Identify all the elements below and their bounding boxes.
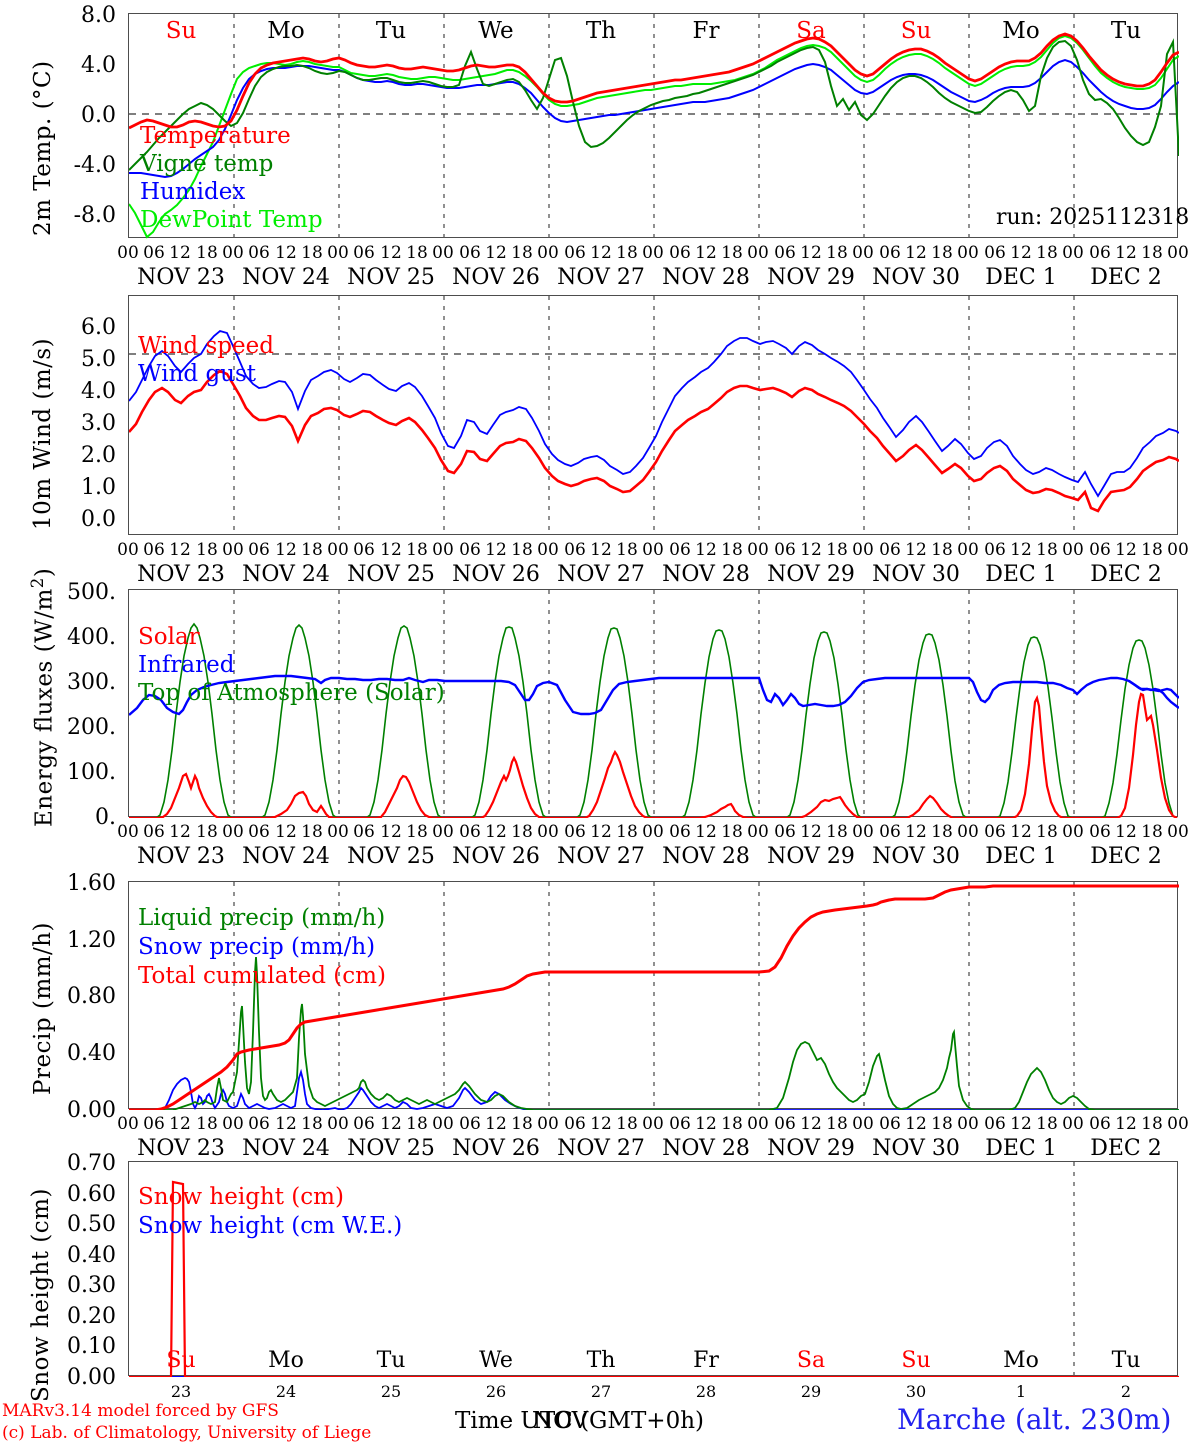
plot-area-wind bbox=[128, 295, 1179, 536]
legend-top-of-atmosphere: Top of Atmosphere (Solar) bbox=[138, 680, 445, 706]
panel-wind: 10m Wind (m/s) 6.0 5.0 4.0 3.0 2.0 1.0 0… bbox=[0, 290, 1194, 587]
legend-wind-gust: Wind gust bbox=[138, 361, 257, 387]
legend-humidex: Humidex bbox=[140, 179, 246, 205]
plot-area-snow-height bbox=[128, 1161, 1179, 1377]
footer-lab-line: (c) Lab. of Climatology, University of L… bbox=[2, 1423, 372, 1443]
dow-label-7: Su bbox=[900, 18, 932, 44]
legend-snow-height: Snow height (cm) bbox=[138, 1184, 344, 1210]
dow-label-1: Mo bbox=[267, 18, 305, 44]
panel-temperature: 2m Temp. (°C) 8.0 4.0 0.0 -4.0 -8.0 bbox=[30, 3, 1190, 290]
axis-label-temperature: 2m Temp. (°C) bbox=[30, 60, 56, 236]
dow-label-2: Tu bbox=[375, 18, 407, 44]
legend-wind-speed: Wind speed bbox=[138, 333, 274, 359]
plot-area-energy-fluxes bbox=[128, 589, 1179, 818]
dow-label-9: Tu bbox=[1110, 18, 1142, 44]
footer-time-axis-label: Time UTC (GMT+0h) bbox=[455, 1408, 704, 1434]
axis-label-snow-height: Snow height (cm) bbox=[28, 1188, 54, 1402]
dow-label-4: Th bbox=[585, 18, 617, 44]
snow-height-series-svg bbox=[129, 1162, 1179, 1377]
precip-series-svg bbox=[129, 882, 1179, 1110]
panel-energy-fluxes: Energy fluxes (W/m2) 500. 400. 300. 200.… bbox=[28, 567, 1189, 869]
legend-snow-height-we: Snow height (cm W.E.) bbox=[138, 1213, 403, 1239]
legend-total-cumulated: Total cumulated (cm) bbox=[138, 963, 386, 989]
footer-time-axis-text: Time UTC (GMT+0h) bbox=[455, 1408, 704, 1434]
plot-area-temperature bbox=[128, 13, 1179, 239]
legend-infrared: Infrared bbox=[138, 652, 235, 678]
panel-snow-height: Snow height (cm) 0.70 0.60 0.50 0.40 0.3… bbox=[0, 1140, 1194, 1443]
legend-dewpoint-temp: DewPoint Temp bbox=[140, 207, 323, 233]
axis-label-wind: 10m Wind (m/s) bbox=[30, 337, 56, 530]
legend-snow-precip: Snow precip (mm/h) bbox=[138, 934, 376, 960]
footer-model-line: MARv3.14 model forced by GFS bbox=[2, 1401, 279, 1421]
dow-label-6: Sa bbox=[796, 18, 826, 44]
wind-series-svg bbox=[129, 296, 1179, 536]
axis-label-energy-fluxes: Energy fluxes (W/m2) bbox=[28, 567, 58, 827]
legend-liquid-precip: Liquid precip (mm/h) bbox=[138, 905, 386, 931]
footer-model-credit: MARv3.14 model forced by GFS (c) Lab. of… bbox=[2, 1400, 371, 1444]
temperature-series-svg bbox=[129, 14, 1179, 239]
axis-label-precip: Precip (mm/h) bbox=[30, 922, 56, 1095]
footer-time-axis-overlap: NOV bbox=[533, 1408, 589, 1434]
panel-precip: Precip (mm/h) 1.60 1.20 0.80 0.40 0.00 bbox=[30, 871, 1189, 1161]
run-label: run: 2025112318 bbox=[996, 205, 1190, 230]
dow-label-5: Fr bbox=[692, 18, 720, 44]
plot-area-precip bbox=[128, 881, 1179, 1110]
legend-solar: Solar bbox=[138, 624, 200, 650]
legend-vigne-temp: Vigne temp bbox=[140, 151, 274, 177]
dow-label-3: We bbox=[478, 18, 514, 44]
station-label: Marche (alt. 230m) bbox=[897, 1403, 1172, 1436]
energy-fluxes-series-svg bbox=[129, 590, 1179, 818]
dow-label-8: Mo bbox=[1002, 18, 1040, 44]
dow-label-0: Su bbox=[165, 18, 197, 44]
legend-temperature: Temperature bbox=[140, 123, 291, 149]
